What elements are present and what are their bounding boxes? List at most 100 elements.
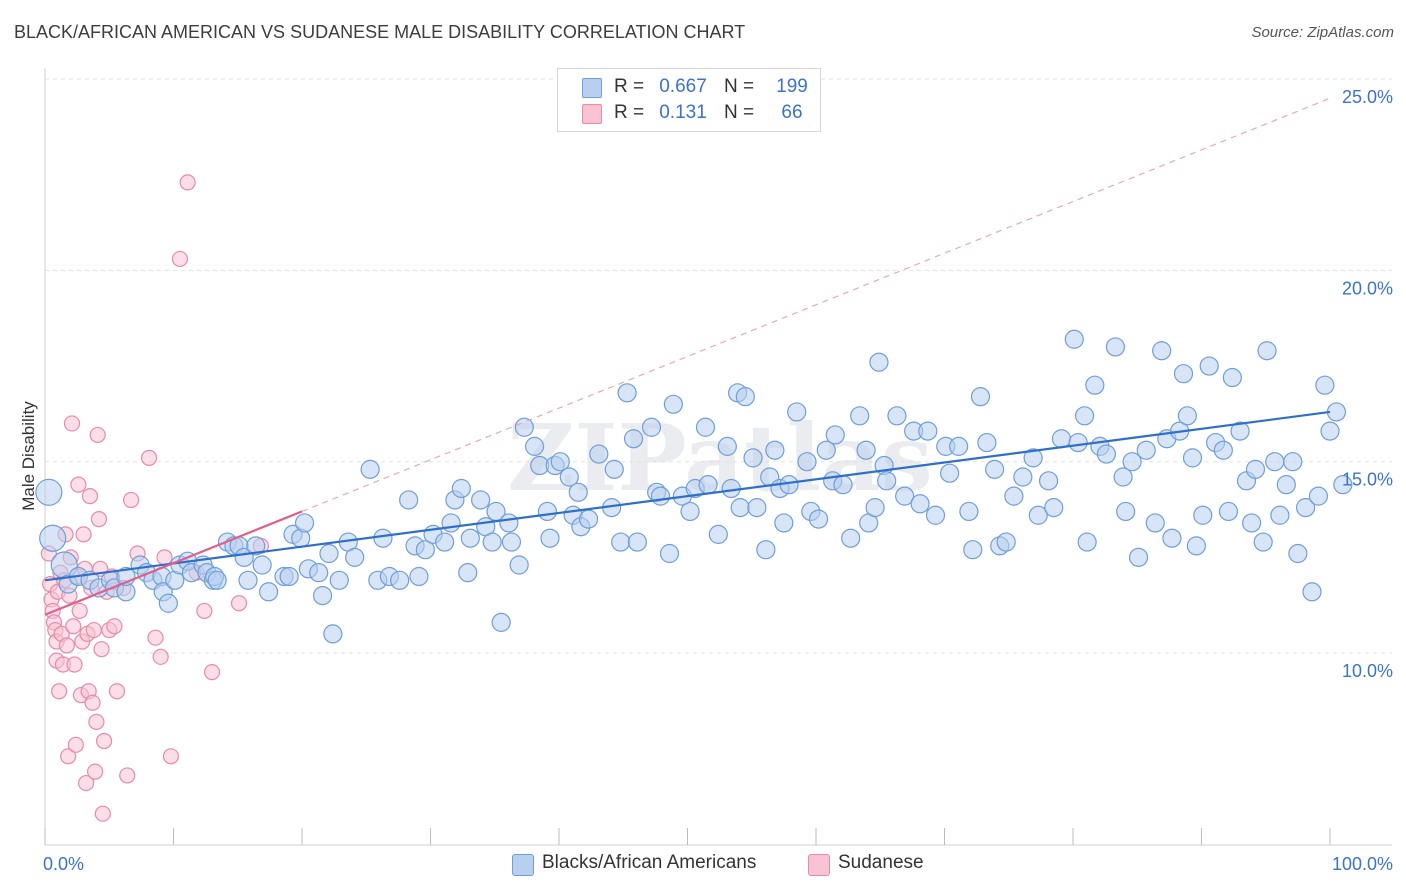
blacks-point xyxy=(360,459,380,479)
blacks-point xyxy=(1326,402,1347,422)
blacks-point xyxy=(1257,341,1277,361)
blacks-point xyxy=(540,528,560,548)
blacks-point xyxy=(1013,467,1033,487)
sudanese-point xyxy=(230,595,248,612)
sudanese-point xyxy=(78,774,95,792)
blacks-point xyxy=(1136,440,1156,460)
blacks-point xyxy=(940,463,960,483)
blue-swatch xyxy=(512,854,534,876)
sudanese-point xyxy=(84,694,101,711)
blacks-point xyxy=(1320,421,1340,441)
blacks-point xyxy=(1283,452,1303,472)
blacks-point xyxy=(680,501,700,522)
blacks-point xyxy=(1295,498,1316,518)
sudanese-point xyxy=(81,488,99,505)
blacks-point xyxy=(698,475,718,495)
sudanese-point xyxy=(122,491,140,509)
sudanese-point xyxy=(106,618,123,635)
blacks-point xyxy=(887,406,907,426)
blacks-point xyxy=(717,436,737,456)
blacks-point xyxy=(451,478,471,499)
blacks-point xyxy=(309,563,329,583)
axis-labels: 10.0% 15.0% 20.0% 25.0% 0.0% 100.0% Male Disab… xyxy=(19,87,1393,874)
blacks-point xyxy=(491,612,511,632)
sudanese-point xyxy=(63,415,81,432)
y-tick-label: 20.0% xyxy=(1342,278,1393,298)
blacks-point xyxy=(323,624,343,644)
blacks-point xyxy=(869,352,889,372)
blacks-point xyxy=(482,532,502,552)
blacks-point xyxy=(390,570,410,590)
blacks-point xyxy=(1222,367,1242,388)
blacks-point xyxy=(808,509,829,529)
blacks-point xyxy=(1333,475,1353,495)
blacks-point xyxy=(589,444,609,464)
blacks-point xyxy=(774,513,794,533)
blacks-point xyxy=(1242,513,1262,533)
blacks-point xyxy=(458,563,478,583)
blacks-point xyxy=(756,540,776,560)
blacks-point xyxy=(959,501,979,522)
blacks-trend-line xyxy=(44,410,1331,582)
blacks-point xyxy=(441,513,461,533)
sudanese-points xyxy=(40,174,269,822)
blacks-point xyxy=(1096,444,1117,464)
blacks-point xyxy=(409,566,429,587)
sudanese-point xyxy=(85,621,102,639)
blacks-point xyxy=(735,387,755,407)
blacks-point xyxy=(509,555,529,575)
blacks-point xyxy=(415,540,435,560)
sudanese-point xyxy=(75,526,92,543)
legend-label-blacks: Blacks/African Americans xyxy=(542,852,757,873)
sudanese-point xyxy=(71,602,88,620)
blacks-point xyxy=(329,570,349,590)
sudanese-point xyxy=(203,664,221,681)
blacks-point xyxy=(1186,536,1206,556)
blacks-point xyxy=(833,475,853,495)
blacks-point xyxy=(258,582,279,602)
blacks-point xyxy=(312,586,333,606)
blacks-point xyxy=(1288,543,1308,564)
sudanese-trend-line xyxy=(44,510,303,616)
blacks-point xyxy=(1193,505,1213,525)
blacks-point xyxy=(650,486,671,506)
blacks-point xyxy=(841,528,861,548)
blacks-point xyxy=(925,505,946,525)
sudanese-point xyxy=(60,748,77,765)
stats-legend: R = 0.667 N = 199 R = 0.131 N = 66 xyxy=(557,68,821,132)
blacks-point xyxy=(765,440,785,460)
blacks-point xyxy=(471,490,491,510)
blacks-point xyxy=(1077,532,1097,552)
blacks-point xyxy=(460,528,480,548)
blacks-point xyxy=(238,570,258,590)
blacks-point xyxy=(977,432,997,453)
blacks-point xyxy=(1116,501,1136,522)
pink-swatch xyxy=(808,854,830,876)
blacks-point xyxy=(877,471,897,491)
r-label: R = xyxy=(614,76,645,97)
blacks-point xyxy=(1051,429,1072,449)
blacks-point xyxy=(963,540,983,560)
blacks-point xyxy=(985,459,1005,479)
blacks-point xyxy=(787,402,807,422)
y-axis-label: Male Disability xyxy=(19,401,38,511)
blacks-point xyxy=(559,467,579,487)
blacks-point xyxy=(611,532,631,552)
blacks-point xyxy=(1245,459,1266,479)
reference-dashed-line xyxy=(301,97,1331,512)
blacks-point xyxy=(743,448,763,468)
blacks-point xyxy=(1213,440,1233,460)
blacks-point xyxy=(1308,486,1329,506)
pink-swatch xyxy=(582,104,602,124)
blacks-point xyxy=(568,482,588,502)
blacks-point xyxy=(550,452,570,472)
blacks-point xyxy=(604,459,624,479)
blacks-point xyxy=(1113,467,1133,487)
sudanese-point xyxy=(67,736,84,753)
blacks-point xyxy=(1182,448,1203,468)
r-label: R = xyxy=(614,102,645,123)
axes xyxy=(44,68,1392,846)
blacks-point xyxy=(617,383,637,403)
blacks-point xyxy=(1199,356,1219,376)
